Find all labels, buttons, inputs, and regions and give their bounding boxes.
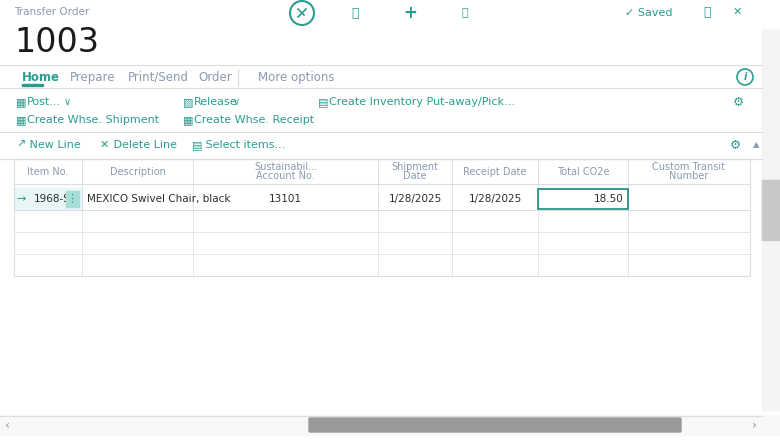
Text: ∨: ∨ (233, 97, 240, 107)
Text: 1003: 1003 (14, 26, 99, 59)
Text: ↗: ↗ (16, 140, 26, 150)
Text: Item No.: Item No. (27, 167, 69, 177)
Text: ‹: ‹ (5, 418, 10, 432)
Text: Order: Order (198, 70, 232, 84)
Text: 1968-S: 1968-S (34, 194, 71, 204)
Text: 13101: 13101 (269, 194, 302, 204)
Text: Home: Home (22, 70, 60, 84)
Text: Create Whse. Receipt: Create Whse. Receipt (194, 115, 314, 125)
Text: Prepare: Prepare (70, 70, 115, 84)
Text: Create Whse. Shipment: Create Whse. Shipment (27, 115, 159, 125)
Text: Number: Number (669, 171, 709, 181)
Text: ▦: ▦ (16, 115, 27, 125)
Text: ✓ Saved: ✓ Saved (625, 8, 672, 18)
Text: ⤢: ⤢ (704, 6, 711, 18)
Text: Custom Transit: Custom Transit (653, 162, 725, 172)
Text: ▦: ▦ (16, 97, 27, 107)
Text: 🗑: 🗑 (462, 8, 468, 18)
Text: Print/Send: Print/Send (128, 70, 189, 84)
Text: +: + (403, 4, 417, 22)
Bar (762, 30, 780, 410)
Text: ⋮: ⋮ (66, 194, 77, 204)
Text: ∨: ∨ (64, 97, 71, 107)
Bar (22, 84, 43, 86)
Bar (14, 188, 82, 210)
Text: ›: › (751, 418, 757, 432)
Text: Description: Description (109, 167, 165, 177)
Text: ▧: ▧ (183, 97, 193, 107)
Bar (0, 415, 780, 435)
Text: ⚙: ⚙ (730, 139, 741, 151)
Text: ✕: ✕ (732, 7, 742, 17)
Text: →: → (16, 194, 26, 204)
Text: ▤: ▤ (318, 97, 328, 107)
Text: 1/28/2025: 1/28/2025 (468, 194, 522, 204)
Text: Delete Line: Delete Line (110, 140, 177, 150)
Text: Select items...: Select items... (202, 140, 285, 150)
Bar (538, 189, 628, 209)
Text: Create Inventory Put-away/Pick...: Create Inventory Put-away/Pick... (329, 97, 515, 107)
Text: Account No.: Account No. (256, 171, 315, 181)
Text: ▦: ▦ (183, 115, 193, 125)
FancyBboxPatch shape (309, 418, 681, 432)
Text: 18.50: 18.50 (594, 194, 624, 204)
Text: i: i (743, 72, 746, 82)
Text: 1/28/2025: 1/28/2025 (388, 194, 441, 204)
Text: Shipment: Shipment (392, 162, 438, 172)
Text: ⚙: ⚙ (732, 95, 743, 109)
Text: New Line: New Line (26, 140, 81, 150)
Text: More options: More options (258, 70, 335, 84)
Text: ▤: ▤ (192, 140, 203, 150)
Bar (66, 191, 79, 207)
Text: Receipt Date: Receipt Date (463, 167, 526, 177)
Text: MEXICO Swivel Chair, black: MEXICO Swivel Chair, black (87, 194, 231, 204)
Text: ▲: ▲ (753, 140, 760, 150)
Text: Date: Date (403, 171, 427, 181)
Text: ⎙: ⎙ (351, 7, 359, 19)
Bar (762, 180, 780, 240)
Text: Total CO2e: Total CO2e (557, 167, 609, 177)
Text: Post...: Post... (27, 97, 61, 107)
Text: ✕: ✕ (100, 140, 109, 150)
Bar (14, 159, 750, 276)
Text: Sustainabil...: Sustainabil... (254, 162, 317, 172)
Text: Transfer Order: Transfer Order (14, 7, 89, 17)
Text: Release: Release (194, 97, 238, 107)
